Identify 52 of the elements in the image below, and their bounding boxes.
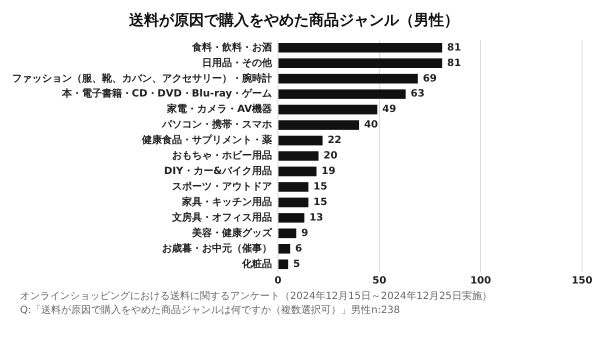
data-label: 15 bbox=[313, 196, 328, 208]
bar bbox=[278, 228, 296, 238]
data-label: 6 bbox=[295, 243, 302, 254]
bar bbox=[278, 259, 288, 270]
bar bbox=[278, 104, 378, 114]
data-label: 81 bbox=[447, 58, 462, 69]
text: Q:「送料が原因で購入をやめた商品ジャンルは何ですか（複数選択可）」男性n:238 bbox=[20, 304, 402, 318]
y-tick-label: 健康食品・サプリメント・薬 bbox=[141, 134, 272, 146]
bar bbox=[278, 166, 317, 176]
y-tick-label: 文房具・オフィス用品 bbox=[171, 211, 272, 224]
bar bbox=[278, 136, 323, 146]
y-tick-label: 本・電子書籍・CD・DVD・Blu-ray・ゲーム bbox=[60, 88, 272, 100]
data-label: 81 bbox=[447, 42, 462, 54]
bar bbox=[278, 89, 406, 99]
bar bbox=[278, 244, 290, 254]
chart-title: 送料が原因で購入をやめた商品ジャンル（男性） bbox=[128, 10, 459, 29]
y-tick-label: お歳暮・お中元（催事） bbox=[162, 242, 272, 254]
x-tick-label: 100 bbox=[470, 276, 492, 287]
y-tick-label: 日用品・その他 bbox=[202, 56, 273, 69]
y-tick-label: 化粧品 bbox=[241, 258, 272, 270]
bar bbox=[278, 198, 308, 208]
bar bbox=[278, 213, 304, 223]
data-label: 69 bbox=[422, 73, 437, 84]
text: オンラインショッピングにおける送料に関するアンケート（2024年12月15日～2024年12月25日実施） bbox=[20, 290, 493, 304]
data-label: 40 bbox=[364, 120, 378, 131]
y-tick-label: 家電・カメラ・AV機器 bbox=[166, 103, 272, 116]
bar bbox=[278, 151, 319, 161]
x-tick-label: 0 bbox=[274, 276, 282, 287]
data-label: 22 bbox=[328, 135, 342, 146]
bar bbox=[278, 42, 442, 53]
bar bbox=[278, 182, 308, 192]
data-label: 20 bbox=[324, 150, 338, 162]
x-tick-label: 50 bbox=[372, 276, 386, 287]
y-tick-label: 食料・飲料・お酒 bbox=[191, 41, 272, 54]
y-tick-label: パソコン・携帯・スマホ bbox=[161, 118, 272, 131]
data-label: 63 bbox=[410, 88, 425, 100]
y-tick-label: DIY・カー&バイク用品 bbox=[164, 165, 272, 178]
y-tick-label: 美容・健康グッズ bbox=[191, 226, 273, 239]
data-label: 49 bbox=[382, 104, 396, 116]
x-tick-label: 150 bbox=[572, 276, 592, 287]
data-label: 13 bbox=[309, 212, 324, 224]
data-label: 9 bbox=[301, 228, 308, 239]
y-tick-label: スポーツ・アウトドア bbox=[172, 182, 272, 193]
y-tick-label: おもちゃ・ホビー用品 bbox=[172, 150, 272, 162]
data-label: 15 bbox=[313, 182, 328, 193]
y-tick-label: 家具・キッチン用品 bbox=[181, 196, 272, 208]
data-label: 19 bbox=[322, 166, 336, 178]
y-tick-label: ファッション（服、靴、カバン、アクセサリー）・腕時計 bbox=[12, 72, 272, 84]
data-label: 5 bbox=[293, 258, 300, 270]
bar bbox=[278, 120, 360, 130]
bar bbox=[278, 74, 418, 84]
bar bbox=[278, 58, 442, 68]
